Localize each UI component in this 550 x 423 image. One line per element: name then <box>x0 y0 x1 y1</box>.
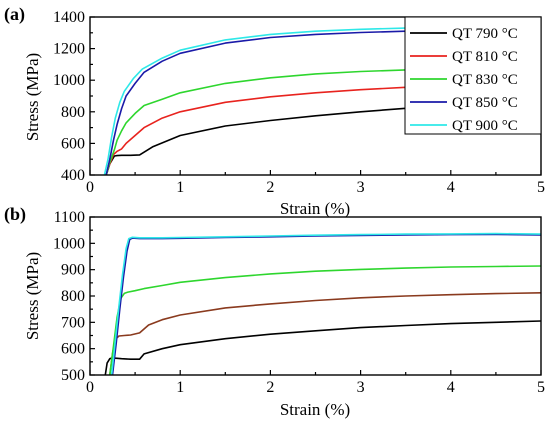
x-tick-label: 1 <box>176 379 184 396</box>
y-tick-label: 1400 <box>53 9 85 26</box>
y-tick-label: 800 <box>61 288 85 305</box>
y-tick-label: 400 <box>61 167 85 184</box>
legend-entry: QT 900 °C <box>452 118 518 134</box>
series-line-qt-790-c <box>105 103 478 176</box>
y-tick-label: 1000 <box>53 72 85 89</box>
panel-b-label: (b) <box>4 204 26 225</box>
x-tick-label: 3 <box>357 379 365 396</box>
series-line-qt-810-c <box>109 292 542 376</box>
series-line-qt-830-c <box>109 265 542 376</box>
x-tick-label: 1 <box>176 179 184 196</box>
panel-b-frame <box>89 216 542 376</box>
panel-a-x-axis-title: Strain (%) <box>280 199 350 218</box>
x-tick-label: 2 <box>266 179 274 196</box>
x-tick-label: 2 <box>266 379 274 396</box>
y-tick-label: 500 <box>61 367 85 384</box>
x-tick-label: 4 <box>447 179 455 196</box>
x-tick-label: 0 <box>86 179 94 196</box>
legend-entry: QT 850 °C <box>452 95 518 111</box>
series-line-qt-900-c <box>103 26 478 176</box>
x-tick-label: 4 <box>447 379 455 396</box>
legend-box <box>404 16 542 135</box>
y-tick-label: 600 <box>61 135 85 152</box>
panel-b-ticks: 0 1 2 3 4 5 500 600 700 800 900 1000 1100 <box>53 209 545 396</box>
y-tick-label: 1100 <box>54 209 85 226</box>
panel-b-x-axis-title: Strain (%) <box>280 400 350 419</box>
legend-entry: QT 830 °C <box>452 72 518 88</box>
x-tick-label: 5 <box>537 179 545 196</box>
panel-b: (b) 0 1 2 3 4 5 500 600 700 800 900 1000 1100 Strain… <box>4 204 545 419</box>
y-tick-label: 800 <box>61 104 85 121</box>
y-tick-label: 1200 <box>53 41 85 58</box>
series-line-qt-810-c <box>105 83 478 176</box>
panel-a-series <box>103 26 478 176</box>
series-line-qt-850-c <box>105 29 478 176</box>
y-tick-label: 600 <box>61 341 85 358</box>
panel-b-y-axis-title: Stress (MPa) <box>23 252 42 340</box>
series-line-qt-850-c <box>111 233 542 376</box>
series-line-qt-830-c <box>105 67 478 176</box>
y-tick-label: 900 <box>61 262 85 279</box>
x-tick-label: 0 <box>86 379 94 396</box>
series-line-qt-790-c <box>104 320 542 376</box>
x-tick-label: 5 <box>537 379 545 396</box>
legend-entry: QT 810 °C <box>452 49 518 65</box>
y-tick-label: 700 <box>61 314 85 331</box>
y-tick-label: 1000 <box>53 235 85 252</box>
panel-a-y-axis-title: Stress (MPa) <box>23 53 42 141</box>
panel-a: (a) 0 1 2 3 4 5 400 600 800 1000 1200 1400 Strain (… <box>4 4 545 218</box>
legend-entry: QT 790 °C <box>452 26 518 42</box>
x-tick-label: 3 <box>357 179 365 196</box>
panel-b-series <box>104 232 542 376</box>
series-line-qt-900-c <box>110 232 542 376</box>
panel-a-legend: QT 790 °C QT 810 °C QT 830 °C QT 850 °C QT 9… <box>404 16 542 135</box>
panel-a-label: (a) <box>4 4 25 25</box>
